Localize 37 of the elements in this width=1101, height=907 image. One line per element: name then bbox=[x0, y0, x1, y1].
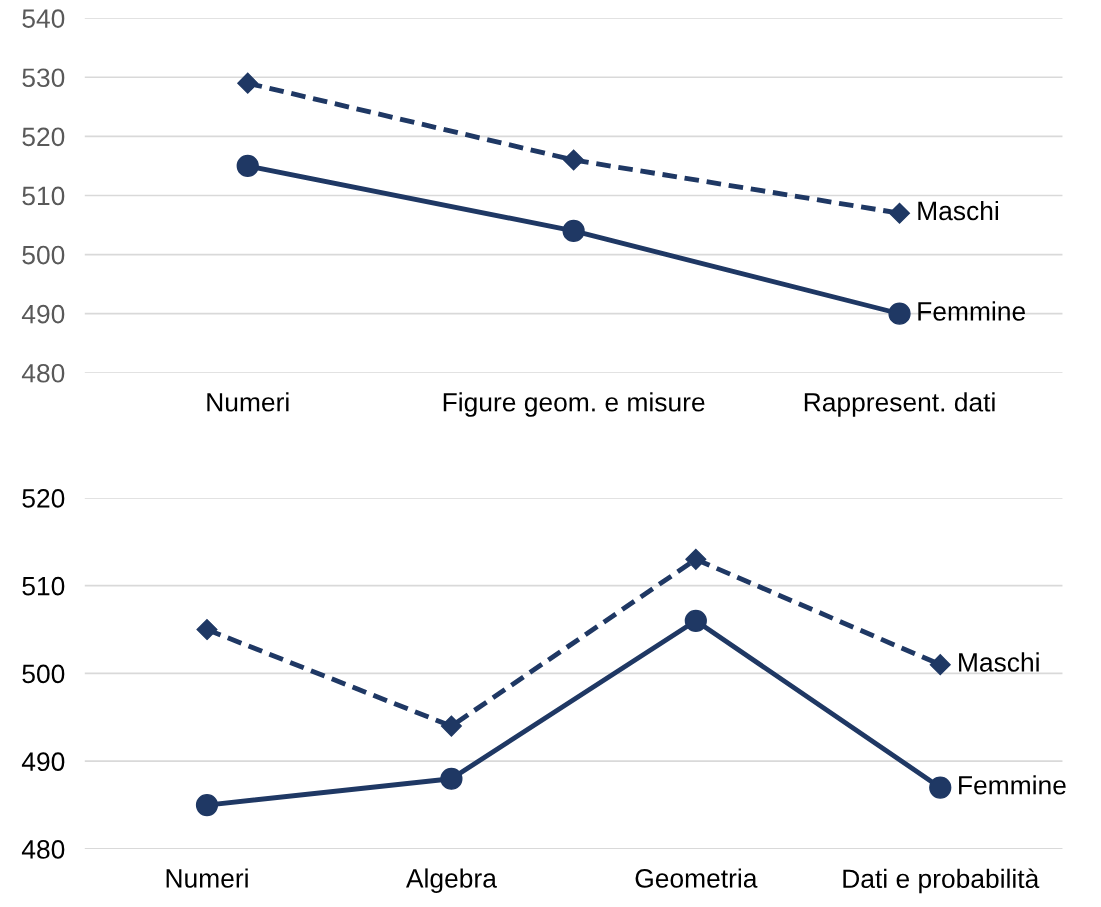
y-tick-label: 510 bbox=[22, 186, 65, 206]
point bbox=[888, 302, 911, 325]
x-tick-label: Geometria bbox=[635, 868, 758, 888]
point bbox=[236, 154, 259, 178]
series-label: Femmine bbox=[918, 301, 1025, 321]
x-tick-label: Figure geom. e misure bbox=[443, 392, 705, 417]
x-tick-label: Algebra bbox=[405, 868, 497, 893]
y-tick-label: 490 bbox=[21, 752, 65, 772]
y-tick-label: 530 bbox=[22, 68, 65, 88]
y-tick-label: 500 bbox=[22, 664, 65, 684]
point bbox=[440, 767, 463, 790]
y-tick-label: 480 bbox=[21, 363, 65, 383]
x-tick-label: Numeri bbox=[166, 868, 248, 888]
point bbox=[562, 219, 585, 243]
point bbox=[195, 793, 219, 817]
series-label: Maschi bbox=[959, 652, 1039, 672]
series-label: Maschi bbox=[918, 200, 998, 221]
point bbox=[889, 202, 911, 224]
point bbox=[440, 715, 462, 737]
point bbox=[929, 654, 951, 676]
point bbox=[237, 72, 259, 94]
point bbox=[563, 149, 585, 171]
point bbox=[929, 776, 952, 799]
series-label: Femmine bbox=[959, 775, 1066, 795]
y-tick-label: 540 bbox=[22, 9, 65, 28]
y-tick-label: 490 bbox=[21, 304, 65, 324]
x-tick-label: Numeri bbox=[207, 392, 289, 412]
y-tick-label: 480 bbox=[21, 840, 65, 859]
y-tick-label: 500 bbox=[22, 245, 65, 265]
point bbox=[196, 619, 218, 641]
point bbox=[685, 548, 707, 570]
y-tick-label: 520 bbox=[22, 489, 65, 508]
x-tick-label: Dati e probabilità bbox=[843, 868, 1040, 894]
x-tick-label: Rappresent. dati bbox=[804, 392, 995, 417]
point bbox=[684, 609, 707, 632]
y-tick-label: 520 bbox=[22, 127, 65, 147]
y-tick-label: 510 bbox=[22, 576, 65, 596]
